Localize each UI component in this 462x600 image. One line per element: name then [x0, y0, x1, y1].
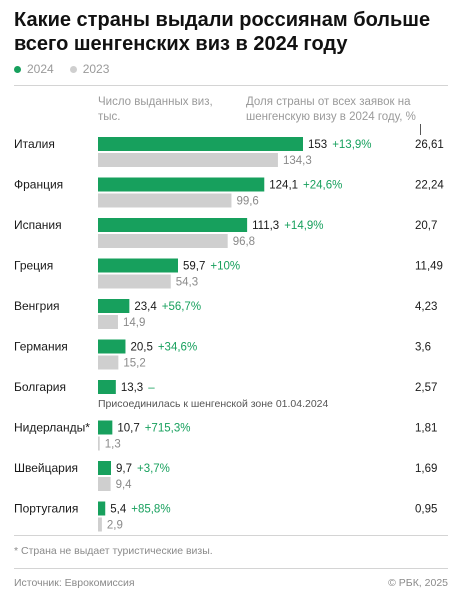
category-label: Швейцария: [14, 461, 78, 475]
share-value: 1,81: [415, 423, 437, 435]
value-label-2023: 14,9: [123, 317, 145, 329]
value-label-2023: 15,2: [123, 358, 145, 370]
share-header-tick: [420, 124, 421, 135]
category-label: Греция: [14, 259, 53, 273]
share-value: 3,6: [415, 342, 431, 354]
category-label: Италия: [14, 137, 55, 151]
change-label: +10%: [210, 261, 240, 273]
category-label: Испания: [14, 218, 62, 232]
legend-item-previous: 2023: [69, 62, 110, 76]
value-label-2024: 23,4: [134, 301, 157, 313]
legend-previous-dot: [69, 65, 77, 73]
value-label-2024: 9,7: [116, 463, 132, 475]
bar-2024: [98, 501, 106, 516]
bar-2023: [98, 355, 119, 370]
share-value: 11,49: [415, 261, 443, 273]
value-label-2023: 2,9: [107, 520, 123, 532]
bar-2023: [98, 193, 232, 208]
bottom-divider: [14, 535, 448, 536]
change-label: +3,7%: [137, 463, 170, 475]
bar-2024: [98, 339, 126, 354]
value-label-2024: 13,3: [121, 382, 143, 394]
footnote: * Страна не выдает туристические визы.: [14, 545, 213, 557]
value-label-2023: 99,6: [236, 196, 258, 208]
value-label-2024: 5,4: [110, 504, 127, 516]
change-label: +715,3%: [145, 423, 191, 435]
bar-2024: [98, 461, 111, 475]
legend: 2024 2023: [14, 62, 109, 76]
copyright: © РБК, 2025: [388, 577, 448, 589]
change-label: –: [148, 382, 155, 394]
share-value: 0,95: [415, 504, 437, 516]
category-label: Германия: [14, 340, 68, 354]
category-label: Венгрия: [14, 299, 60, 313]
change-label: +13,9%: [332, 139, 371, 151]
legend-current-label: 2024: [27, 62, 54, 76]
bar-2024: [98, 137, 303, 151]
value-label-2024: 153: [308, 139, 327, 151]
bar-2023: [98, 234, 228, 248]
value-label-2024: 10,7: [117, 423, 139, 435]
share-value: 1,69: [415, 463, 437, 475]
change-label: +85,8%: [131, 504, 170, 516]
change-label: +34,6%: [158, 342, 197, 354]
visas-column-header: Число выданных виз, тыс.: [98, 96, 213, 123]
row-note: Присоединилась к шенгенской зоне 01.04.2…: [98, 398, 329, 410]
category-label: Болгария: [14, 380, 66, 394]
bar-2024: [98, 218, 248, 232]
top-divider: [14, 85, 448, 86]
legend-previous-label: 2023: [82, 62, 110, 76]
legend-current-dot: [14, 65, 21, 73]
value-label-2024: 111,3: [252, 220, 279, 232]
footer-divider: [14, 568, 448, 569]
share-value: 2,57: [415, 382, 437, 394]
share-value: 26,61: [415, 139, 444, 151]
share-column-header: Доля страны от всех заявок на шенгенскую…: [246, 96, 416, 123]
value-label-2024: 124,1: [269, 180, 298, 192]
change-label: +14,9%: [284, 220, 323, 232]
bar-2024: [98, 420, 113, 435]
share-value: 20,7: [415, 220, 437, 232]
value-label-2023: 9,4: [116, 479, 133, 491]
chart-title: Какие страны выдали россиянам больше все…: [14, 9, 431, 55]
value-label-2023: 96,8: [233, 236, 255, 248]
category-label: Франция: [14, 178, 63, 192]
bar-2023: [98, 436, 100, 451]
value-label-2023: 1,3: [105, 439, 121, 451]
value-label-2024: 20,5: [130, 342, 152, 354]
bar-2024: [98, 177, 265, 192]
legend-item-current: 2024: [14, 62, 54, 76]
bar-2023: [98, 274, 171, 289]
share-value: 4,23: [415, 301, 437, 313]
source: Источник: Еврокомиссия: [14, 577, 135, 589]
value-label-2023: 134,3: [283, 155, 312, 167]
bar-2024: [98, 380, 116, 394]
bar-2023: [98, 477, 111, 491]
category-label: Нидерланды*: [14, 421, 90, 435]
bar-2023: [98, 153, 278, 167]
bar-2024: [98, 299, 130, 313]
bar-2023: [98, 517, 102, 532]
change-label: +24,6%: [303, 180, 342, 192]
share-value: 22,24: [415, 180, 444, 192]
bar-2023: [98, 315, 118, 329]
value-label-2024: 59,7: [183, 261, 205, 273]
bar-2024: [98, 258, 178, 273]
category-label: Португалия: [14, 502, 78, 516]
change-label: +56,7%: [162, 301, 201, 313]
value-label-2023: 54,3: [176, 277, 198, 289]
